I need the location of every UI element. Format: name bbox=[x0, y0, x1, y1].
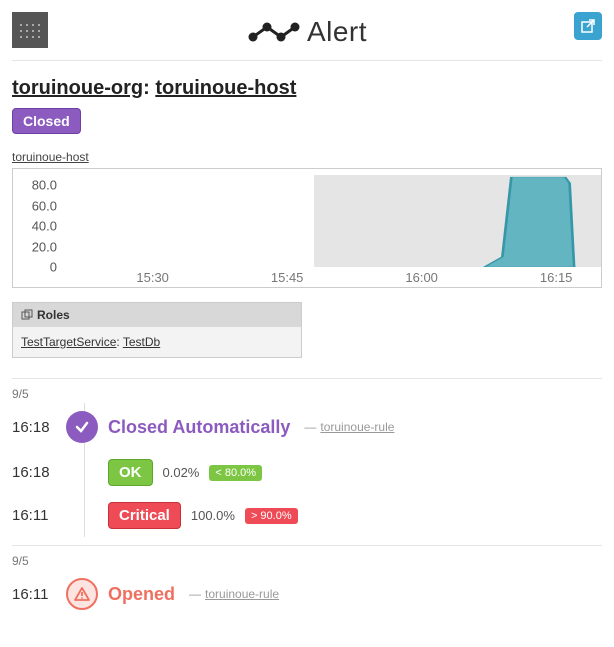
timeline-rule: —toruinoue-rule bbox=[300, 420, 394, 434]
host-label-link[interactable]: toruinoue-host bbox=[12, 150, 89, 164]
chart-ytick: 40.0 bbox=[32, 219, 57, 234]
roles-body: TestTargetService: TestDb bbox=[13, 327, 301, 357]
status-badge: Closed bbox=[12, 108, 81, 134]
severity-badge: Critical bbox=[108, 502, 181, 529]
header: Alert bbox=[12, 12, 602, 61]
severity-value: 100.0% bbox=[191, 508, 235, 523]
severity-badge: OK bbox=[108, 459, 153, 486]
timeline-row: 16:11 Critical 100.0% > 90.0% bbox=[12, 494, 602, 537]
timeline-time: 16:18 bbox=[12, 419, 56, 436]
roles-icon bbox=[21, 309, 33, 321]
host-link[interactable]: toruinoue-host bbox=[155, 77, 296, 99]
roles-panel: Roles TestTargetService: TestDb bbox=[12, 302, 302, 358]
timeline-time: 16:18 bbox=[12, 464, 56, 481]
chart-ytick: 60.0 bbox=[32, 198, 57, 213]
metrics-chart: 0 20.0 40.0 60.0 80.0 15:30 15:45 16:00 16:15 bbox=[12, 168, 602, 288]
service-link[interactable]: TestTargetService bbox=[21, 335, 116, 349]
divider bbox=[12, 378, 602, 379]
warning-icon bbox=[66, 578, 98, 610]
severity-value: 0.02% bbox=[163, 465, 200, 480]
severity-threshold: < 80.0% bbox=[209, 465, 262, 481]
roles-header: Roles bbox=[13, 303, 301, 327]
divider bbox=[12, 545, 602, 546]
timeline-date: 9/5 bbox=[12, 387, 602, 401]
chart-ytick: 0 bbox=[50, 260, 57, 275]
timeline-event-title: Closed Automatically bbox=[108, 417, 290, 438]
open-external-button[interactable] bbox=[574, 12, 602, 40]
role-link[interactable]: TestDb bbox=[123, 335, 160, 349]
breadcrumb: toruinoue-org: toruinoue-host bbox=[12, 77, 602, 100]
chart-xtick: 16:15 bbox=[540, 270, 573, 285]
chart-xtick: 16:00 bbox=[405, 270, 438, 285]
check-icon bbox=[66, 411, 98, 443]
chart-xtick: 15:30 bbox=[136, 270, 169, 285]
timeline-row: 16:18 Closed Automatically —toruinoue-rule bbox=[12, 403, 602, 451]
timeline-event-title: Opened bbox=[108, 584, 175, 605]
timeline-row: 16:11 Opened —toruinoue-rule bbox=[12, 570, 602, 618]
timeline-time: 16:11 bbox=[12, 507, 56, 524]
rule-link[interactable]: toruinoue-rule bbox=[205, 587, 279, 601]
brand-icon bbox=[247, 21, 301, 43]
chart-ytick: 80.0 bbox=[32, 178, 57, 193]
rule-link[interactable]: toruinoue-rule bbox=[320, 420, 394, 434]
org-logo bbox=[12, 12, 48, 48]
severity-threshold: > 90.0% bbox=[245, 508, 298, 524]
timeline-rule: —toruinoue-rule bbox=[185, 587, 279, 601]
chart-ytick: 20.0 bbox=[32, 239, 57, 254]
timeline-date: 9/5 bbox=[12, 554, 602, 568]
brand: Alert bbox=[247, 16, 367, 48]
timeline-row: 16:18 OK 0.02% < 80.0% bbox=[12, 451, 602, 494]
chart-xtick: 15:45 bbox=[271, 270, 304, 285]
chart-highlight-region bbox=[314, 175, 601, 267]
brand-text: Alert bbox=[307, 16, 367, 48]
external-link-icon bbox=[580, 18, 596, 34]
timeline-time: 16:11 bbox=[12, 586, 56, 603]
org-link[interactable]: toruinoue-org bbox=[12, 77, 143, 99]
